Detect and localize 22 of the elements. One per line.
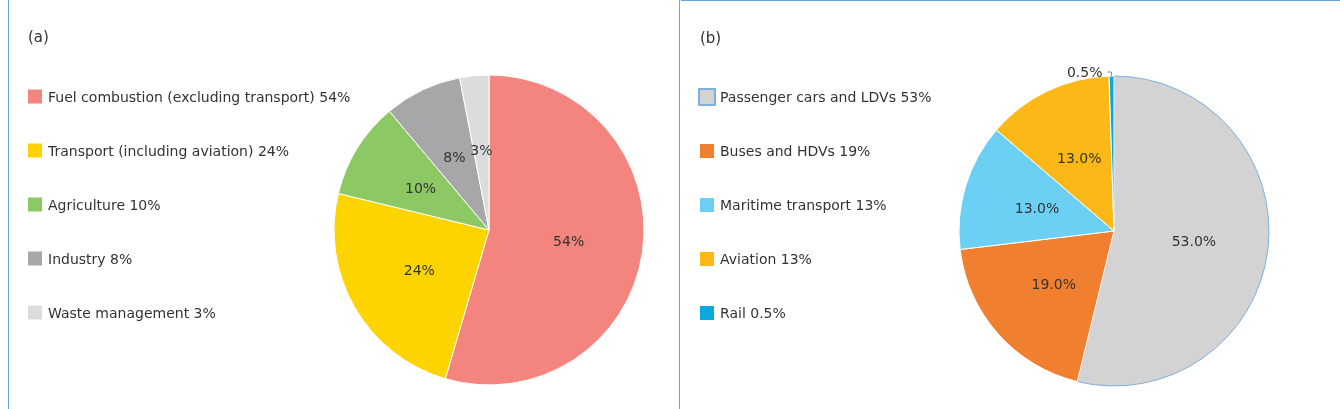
legend-label: Transport (including aviation) 24% — [47, 142, 289, 159]
legend-label: Maritime transport 13% — [720, 197, 887, 213]
data-label: 10% — [405, 179, 437, 196]
legend-label: Aviation 13% — [720, 251, 812, 267]
legend-label: Agriculture 10% — [48, 196, 161, 213]
legend-label: Rail 0.5% — [720, 305, 786, 321]
data-label: 53.0% — [1171, 232, 1217, 249]
data-label: 8% — [443, 149, 466, 166]
data-label: 3% — [470, 141, 493, 158]
data-label: 13.0% — [1057, 150, 1102, 167]
legend-label: Waste management 3% — [48, 304, 216, 321]
data-label: 13.0% — [1014, 199, 1060, 216]
data-label: 0.5% — [1066, 64, 1103, 81]
data-label: 54% — [553, 233, 585, 250]
legend-label: Buses and HDVs 19% — [720, 143, 871, 159]
legend-label: Passenger cars and LDVs 53% — [720, 89, 932, 105]
data-label: 24% — [403, 262, 435, 279]
data-label: 19.0% — [1031, 276, 1077, 293]
chart-title: (a) — [28, 27, 49, 46]
legend-label: Fuel combustion (excluding transport) 54% — [48, 88, 351, 105]
chart-title: (b) — [700, 28, 722, 47]
legend-label: Industry 8% — [48, 250, 133, 267]
